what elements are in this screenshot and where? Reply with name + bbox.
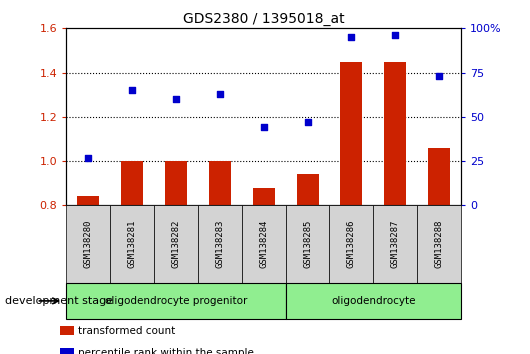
Text: GSM138283: GSM138283	[215, 220, 224, 268]
Bar	[198, 205, 242, 283]
Bar	[297, 175, 319, 205]
Text: development stage: development stage	[5, 296, 113, 306]
Bar	[66, 283, 286, 319]
Bar	[60, 326, 74, 335]
Bar	[121, 161, 143, 205]
Text: GSM138282: GSM138282	[171, 220, 180, 268]
Bar	[253, 188, 275, 205]
Point	[216, 91, 224, 97]
Point	[347, 34, 356, 40]
Text: GSM138285: GSM138285	[303, 220, 312, 268]
Point	[84, 155, 92, 160]
Text: transformed count: transformed count	[78, 326, 175, 336]
Bar	[384, 62, 407, 205]
Bar	[165, 161, 187, 205]
Bar	[373, 205, 417, 283]
Text: GSM138280: GSM138280	[84, 220, 93, 268]
Text: GSM138286: GSM138286	[347, 220, 356, 268]
Bar	[77, 196, 99, 205]
Text: GSM138288: GSM138288	[435, 220, 444, 268]
Point	[259, 125, 268, 130]
Bar	[286, 283, 461, 319]
Bar	[417, 205, 461, 283]
Bar	[66, 205, 110, 283]
Bar	[330, 205, 373, 283]
Point	[172, 96, 180, 102]
Bar	[110, 205, 154, 283]
Bar	[242, 205, 286, 283]
Point	[435, 73, 444, 79]
Point	[303, 119, 312, 125]
Title: GDS2380 / 1395018_at: GDS2380 / 1395018_at	[183, 12, 344, 26]
Bar	[340, 62, 363, 205]
Text: GSM138287: GSM138287	[391, 220, 400, 268]
Bar	[286, 205, 330, 283]
Text: oligodendrocyte: oligodendrocyte	[331, 296, 416, 306]
Text: GSM138281: GSM138281	[128, 220, 137, 268]
Bar	[60, 348, 74, 354]
Text: oligodendrocyte progenitor: oligodendrocyte progenitor	[105, 296, 247, 306]
Point	[128, 87, 136, 93]
Point	[391, 33, 400, 38]
Bar	[428, 148, 450, 205]
Bar	[154, 205, 198, 283]
Text: percentile rank within the sample: percentile rank within the sample	[78, 348, 254, 354]
Bar	[209, 161, 231, 205]
Text: GSM138284: GSM138284	[259, 220, 268, 268]
